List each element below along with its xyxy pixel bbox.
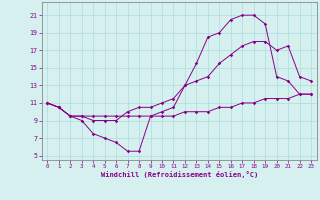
X-axis label: Windchill (Refroidissement éolien,°C): Windchill (Refroidissement éolien,°C): [100, 171, 258, 178]
